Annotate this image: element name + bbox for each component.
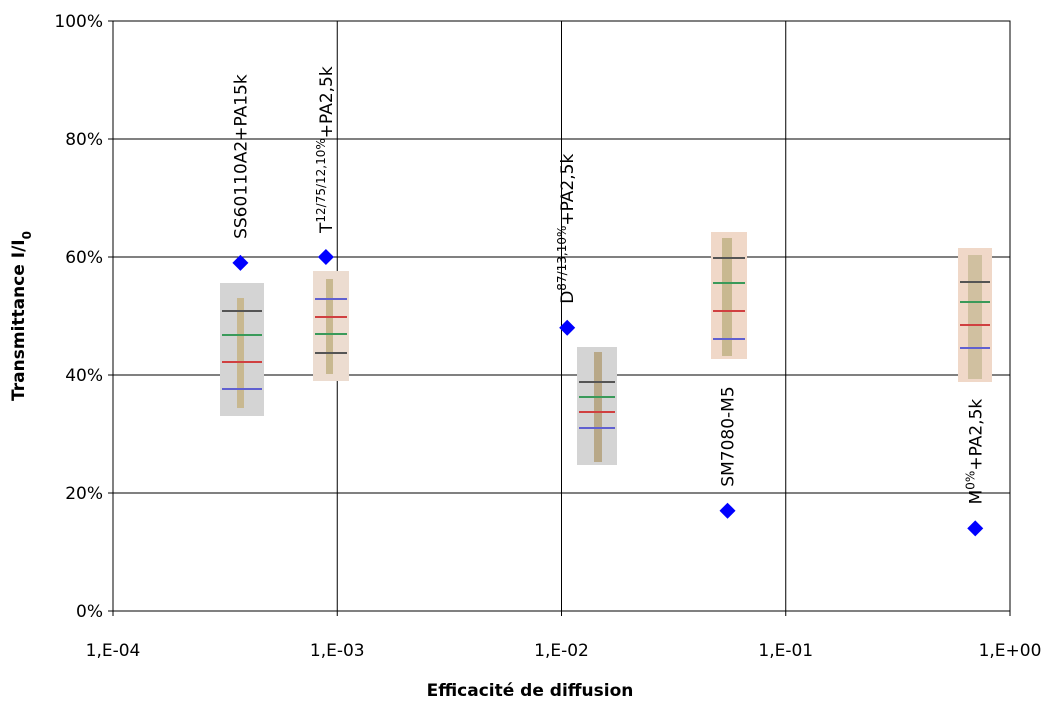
point-label-sup: 12/75/12,10% [314,138,328,222]
point-label-sup: 87/13,10% [555,226,569,291]
point-label-main: D [558,291,578,304]
point [559,319,576,336]
point [719,502,736,519]
point-label-main: T [317,222,337,234]
point-label: SS60110A2+PA15k [231,74,251,239]
y-axis-title-text: Transmittance I/I [9,239,29,401]
sample-thumbnails [220,232,992,465]
point-label-rest: +PA2,5k [317,66,337,138]
thumbnail [313,271,349,381]
x-tick-label: 1,E-04 [86,641,141,661]
x-tick-label: 1,E-01 [758,641,813,661]
thumbnail [711,232,747,359]
x-axis-title: Efficacité de diffusion [427,681,634,701]
point-label-main: SM7080-M5 [719,386,739,486]
point-label: M0%+PA2,5k [963,399,986,505]
y-tick-label: 40% [65,366,103,386]
point [232,254,249,271]
y-tick-label: 0% [76,602,103,622]
point-label: SM7080-M5 [719,386,739,486]
y-tick-label: 20% [65,484,103,504]
y-tick-label: 80% [65,130,103,150]
point [967,520,984,537]
point-label-sup: 0% [963,471,977,490]
point-label: D87/13,10%+PA2,5k [555,154,578,304]
thumbnail [958,248,992,382]
point-label-main: SS60110A2+PA15k [231,74,251,239]
point-label-main: M [966,490,986,505]
y-tick-label: 60% [65,248,103,268]
x-tick-label: 1,E-02 [534,641,589,661]
thumbnail [220,283,264,416]
point-label-rest: +PA2,5k [558,154,578,226]
x-tick-label: 1,E+00 [979,641,1042,661]
thumbnail [577,347,617,465]
point [317,249,334,265]
point-label: T12/75/12,10%+PA2,5k [314,66,337,234]
y-axis-title: Transmittance I/I0 [9,231,34,401]
point-label-rest: +PA2,5k [966,399,986,471]
x-tick-label: 1,E-03 [310,641,365,661]
y-tick-label: 100% [54,12,103,32]
y-axis-title-sub: 0 [20,231,34,239]
